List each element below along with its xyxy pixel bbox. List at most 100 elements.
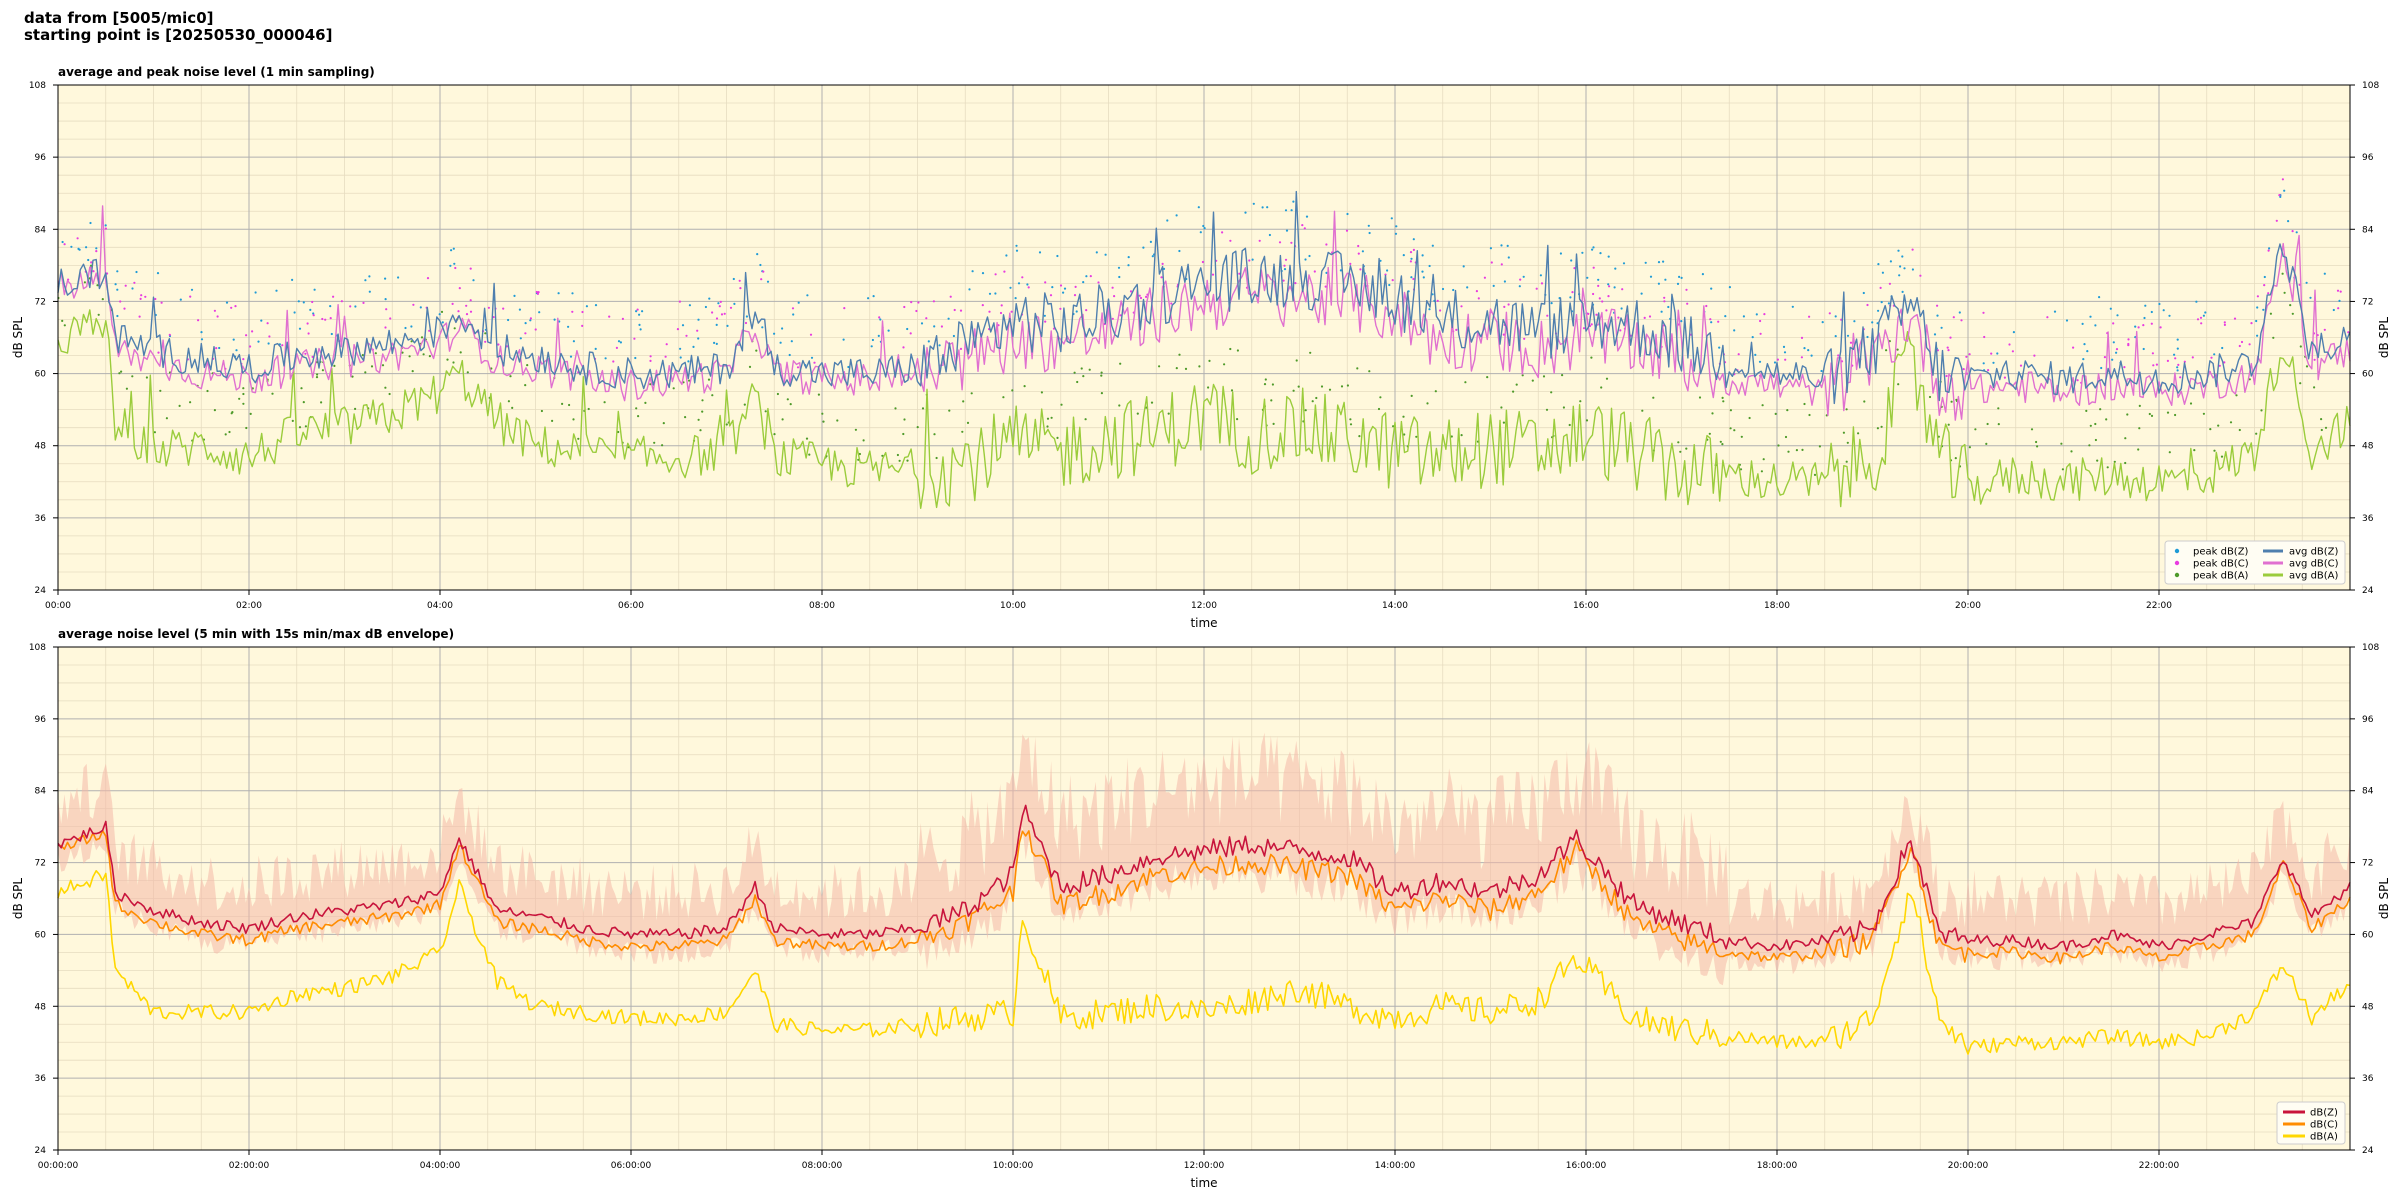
peak-point — [224, 433, 227, 436]
peak-point — [1075, 310, 1078, 313]
peak-point — [1475, 290, 1478, 293]
peak-point — [234, 305, 237, 308]
peak-point — [2098, 296, 2101, 299]
peak-point — [1150, 401, 1154, 404]
x-tick-label: 02:00 — [236, 601, 262, 611]
peak-point — [1613, 286, 1616, 289]
peak-point — [1863, 400, 1866, 403]
peak-point — [1680, 320, 1683, 323]
peak-point — [2158, 302, 2161, 306]
peak-point — [608, 315, 611, 318]
peak-point — [1111, 317, 1114, 320]
peak-point — [1138, 294, 1141, 297]
peak-point — [1119, 362, 1122, 365]
peak-point — [1950, 400, 1953, 403]
peak-point — [697, 337, 700, 340]
peak-point — [636, 308, 639, 311]
peak-point — [1118, 404, 1121, 407]
peak-point — [1313, 270, 1316, 273]
peak-point — [617, 430, 620, 434]
peak-point — [1987, 369, 1990, 372]
peak-point — [411, 370, 414, 373]
peak-point — [440, 310, 444, 313]
peak-point — [733, 302, 736, 305]
peak-point — [2313, 358, 2316, 361]
peak-point — [1721, 396, 1724, 399]
legend-label: peak dB(Z) — [2193, 547, 2249, 558]
peak-point — [1664, 278, 1667, 281]
peak-point — [571, 310, 574, 313]
peak-point — [2036, 445, 2039, 448]
peak-point — [1928, 395, 1932, 399]
peak-point — [1737, 353, 1740, 356]
peak-point — [1592, 266, 1595, 269]
peak-point — [1211, 273, 1215, 276]
peak-point — [1261, 206, 1264, 209]
peak-point — [1003, 270, 1006, 273]
chart-title: average and peak noise level (1 min samp… — [58, 65, 375, 79]
peak-point — [1542, 375, 1546, 378]
peak-point — [401, 351, 404, 354]
data-layer — [57, 732, 2351, 1055]
peak-point — [1477, 297, 1480, 300]
peak-point — [2337, 307, 2340, 310]
peak-point — [362, 301, 365, 304]
peak-point — [916, 426, 919, 429]
peak-point — [70, 245, 73, 248]
peak-point — [1546, 314, 1549, 317]
series-line-db-c- — [57, 829, 2351, 965]
peak-point — [1849, 341, 1853, 344]
peak-point — [1607, 283, 1610, 286]
peak-point — [154, 297, 157, 301]
peak-point — [988, 292, 992, 295]
peak-point — [1784, 435, 1788, 439]
peak-point — [949, 295, 952, 298]
peak-point — [95, 247, 98, 250]
peak-point — [1597, 278, 1600, 281]
peak-point — [672, 387, 675, 390]
peak-point — [87, 258, 90, 262]
y-axis-label-right: dB SPL — [2377, 317, 2391, 359]
peak-point — [384, 386, 387, 389]
starting-point-line: starting point is [20250530_000046] — [24, 26, 333, 44]
peak-point — [538, 311, 541, 314]
peak-point — [615, 346, 619, 349]
peak-point — [2072, 346, 2075, 349]
peak-point — [1519, 278, 1522, 281]
peak-point — [920, 322, 924, 325]
peak-point — [732, 277, 735, 281]
peak-point — [634, 356, 637, 360]
peak-point — [1356, 367, 1359, 370]
peak-point — [1320, 385, 1324, 388]
peak-point — [910, 301, 913, 304]
peak-point — [1763, 313, 1766, 316]
peak-point — [1026, 283, 1029, 286]
peak-point — [524, 332, 527, 335]
peak-point — [281, 344, 284, 347]
peak-point — [179, 298, 182, 301]
peak-point — [2105, 418, 2108, 421]
peak-point — [1027, 286, 1030, 289]
peak-point — [1617, 316, 1620, 319]
peak-point — [2127, 338, 2130, 341]
peak-point — [723, 312, 726, 315]
peak-point — [1439, 309, 1442, 312]
peak-point — [449, 264, 452, 267]
peak-point — [1303, 227, 1306, 230]
peak-point — [123, 307, 126, 310]
peak-point — [1203, 227, 1206, 230]
peak-point — [1015, 249, 1019, 252]
peak-point — [551, 419, 554, 422]
legend: dB(Z)dB(C)dB(A) — [2276, 1101, 2346, 1145]
peak-point — [404, 326, 407, 330]
peak-point — [1395, 225, 1398, 228]
peak-point — [2238, 344, 2241, 348]
peak-point — [1755, 313, 1758, 316]
peak-point — [1184, 367, 1188, 370]
peak-point — [1345, 229, 1349, 232]
peak-point — [2076, 379, 2079, 382]
peak-point — [2011, 350, 2014, 353]
peak-point — [790, 340, 793, 343]
peak-point — [1837, 354, 1840, 357]
plot-frame — [57, 84, 2351, 591]
